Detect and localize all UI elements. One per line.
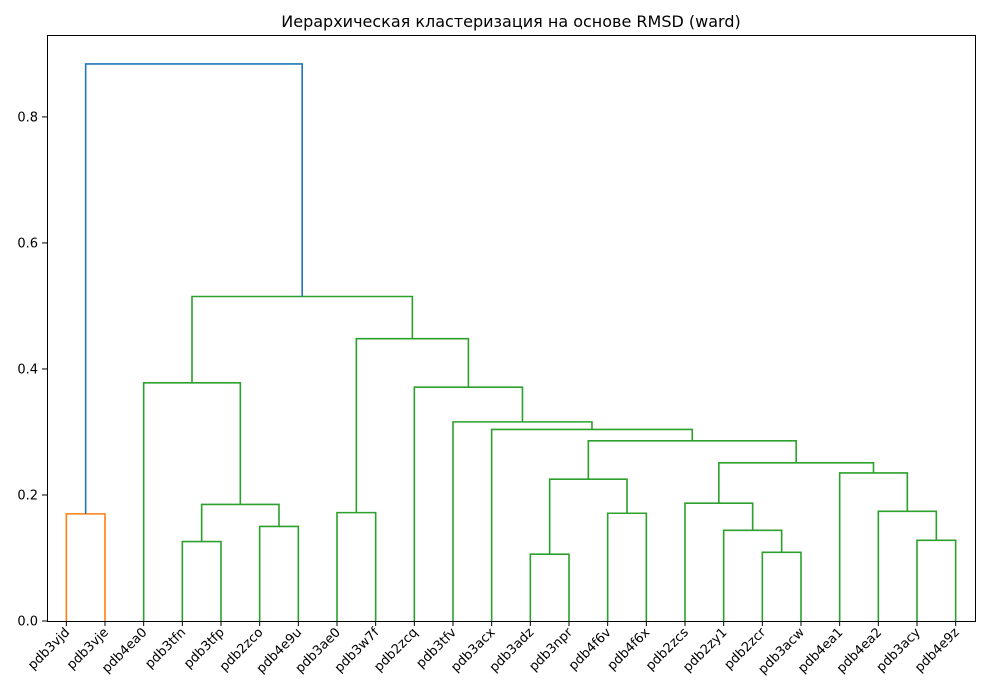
dendrogram-links [65,63,957,621]
dendrogram-link [529,553,570,621]
y-tick-label: 0.0 [17,615,38,630]
dendrogram-link [606,512,648,621]
y-tick-label: 0.8 [17,110,38,125]
dendrogram-link [548,478,628,555]
dendrogram-link [336,511,377,621]
chart-title: Иерархическая кластеризация на основе RM… [281,12,740,31]
dendrogram-link [722,529,783,621]
dendrogram-link [355,337,470,513]
dendrogram-link [65,513,106,621]
y-tick-label: 0.2 [17,488,38,503]
dendrogram-link [191,295,414,383]
dendrogram-link [684,502,754,621]
dendrogram-link [838,472,909,621]
dendrogram-link [258,525,300,621]
y-tick-label: 0.4 [17,362,38,377]
y-tick-label: 0.6 [17,236,38,251]
y-axis: 0.0 0.2 0.4 0.6 0.8 [17,110,47,630]
dendrogram-link [84,63,303,514]
plot-frame [47,35,976,622]
